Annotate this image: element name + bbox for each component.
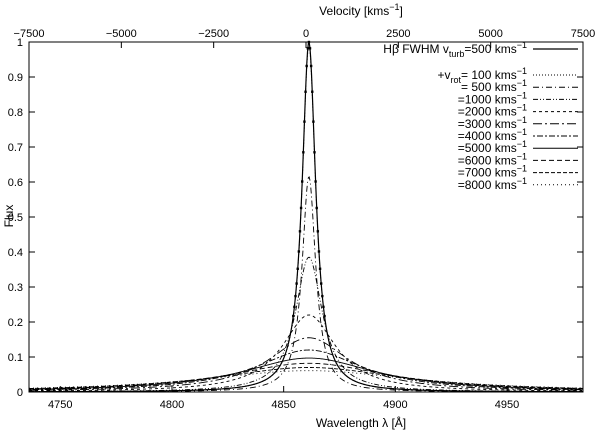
x2-tick-label: −7500 <box>14 28 45 40</box>
y-tick-label: 0.9 <box>8 72 23 84</box>
legend-entry: =8000 kms−1 <box>458 176 527 192</box>
series-line <box>28 337 584 391</box>
data-point <box>316 230 320 233</box>
data-point <box>308 47 312 50</box>
data-point <box>317 250 321 253</box>
x-tick-label: 4900 <box>383 399 407 411</box>
y-tick-label: 0.6 <box>8 177 23 189</box>
y-tick-label: 0.5 <box>8 212 23 224</box>
series-line <box>29 176 584 393</box>
x-tick-label: 4850 <box>271 399 295 411</box>
data-point <box>296 267 299 270</box>
legend-entry: =3000 kms−1 <box>458 115 527 131</box>
x2-tick-label: 7500 <box>571 28 595 40</box>
legend-entry: =2000 kms−1 <box>458 103 527 119</box>
x2-tick-label: 0 <box>303 28 309 40</box>
series-line <box>28 370 584 389</box>
data-point <box>318 267 322 270</box>
x2-tick-label: −2500 <box>198 28 229 40</box>
legend-entry: = 500 kms−1 <box>461 78 527 94</box>
series-line <box>28 362 584 390</box>
data-point <box>298 230 302 233</box>
y-tick-label: 0.7 <box>8 142 23 154</box>
legend-title: Hβ FWHM vturb=500 kms−1 <box>383 40 527 59</box>
data-point <box>314 180 317 183</box>
data-point <box>323 314 326 318</box>
y-tick-label: 0 <box>17 387 23 399</box>
data-point <box>306 47 309 50</box>
x2-tick-label: 2500 <box>386 28 410 40</box>
data-point <box>295 282 298 285</box>
series-line <box>29 256 584 392</box>
data-point <box>312 120 315 123</box>
series-line <box>28 357 584 390</box>
x-tick-label: 4800 <box>160 399 184 411</box>
legend-entry: +vrot= 100 kms−1 <box>437 66 527 85</box>
data-point <box>305 64 308 68</box>
data-point <box>311 90 314 93</box>
x2-axis-label: Velocity [kms−1] <box>319 2 403 18</box>
y-tick-label: 0.3 <box>8 282 23 294</box>
legend-entry: =7000 kms−1 <box>458 164 527 180</box>
data-point <box>304 90 307 93</box>
data-point <box>307 40 311 44</box>
data-point <box>313 151 316 154</box>
data-point <box>292 314 295 318</box>
data-point <box>303 120 306 123</box>
y-tick-label: 0.8 <box>8 107 23 119</box>
y-tick-label: 0.2 <box>8 317 23 329</box>
data-point <box>299 206 303 210</box>
data-point <box>315 206 318 210</box>
series-line <box>28 314 584 392</box>
x-axis-label: Wavelength λ [Å] <box>316 415 406 430</box>
y-tick-label: 1 <box>17 37 23 49</box>
x2-tick-label: 5000 <box>478 28 502 40</box>
y-tick-label: 0.4 <box>8 247 23 259</box>
data-point <box>294 294 297 298</box>
y-tick-label: 0.1 <box>8 352 23 364</box>
legend-entry: =5000 kms−1 <box>458 139 527 155</box>
legend-entry: =6000 kms−1 <box>458 151 527 167</box>
data-point <box>293 305 296 309</box>
y-axis-label: Flux <box>2 205 16 228</box>
axes: 4750 4800 4850 4900 4950 0 0.1 0.2 0.3 0.4 0.5 0.6 0… <box>8 28 596 411</box>
x2-tick-label: −5000 <box>106 28 137 40</box>
data-point <box>301 180 304 183</box>
data-point <box>322 305 325 309</box>
data-point <box>319 282 323 285</box>
series-line <box>28 349 584 391</box>
x-tick-label: 4950 <box>495 399 519 411</box>
data-point <box>302 151 305 154</box>
data-point <box>309 64 313 68</box>
x-tick-label: 4750 <box>48 399 72 411</box>
legend: Hβ FWHM vturb=500 kms−1+vrot= 100 kms−1=… <box>383 40 578 192</box>
legend-entry: =4000 kms−1 <box>458 127 527 143</box>
series-curves <box>28 40 584 393</box>
data-point <box>321 294 324 298</box>
data-point <box>297 250 301 253</box>
legend-entry: =1000 kms−1 <box>458 90 527 106</box>
